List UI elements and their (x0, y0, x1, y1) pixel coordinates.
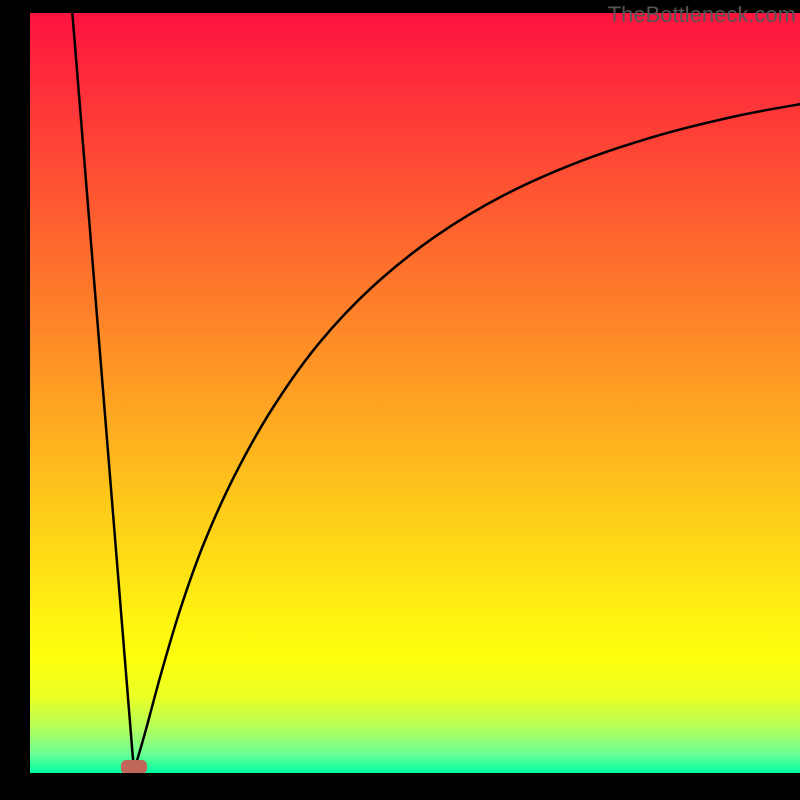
plot-area (30, 13, 800, 773)
watermark-text: TheBottleneck.com (608, 2, 796, 28)
bottleneck-marker (121, 760, 147, 773)
plot-svg (30, 13, 800, 773)
gradient-background (30, 13, 800, 773)
bottleneck-chart: TheBottleneck.com (0, 0, 800, 800)
